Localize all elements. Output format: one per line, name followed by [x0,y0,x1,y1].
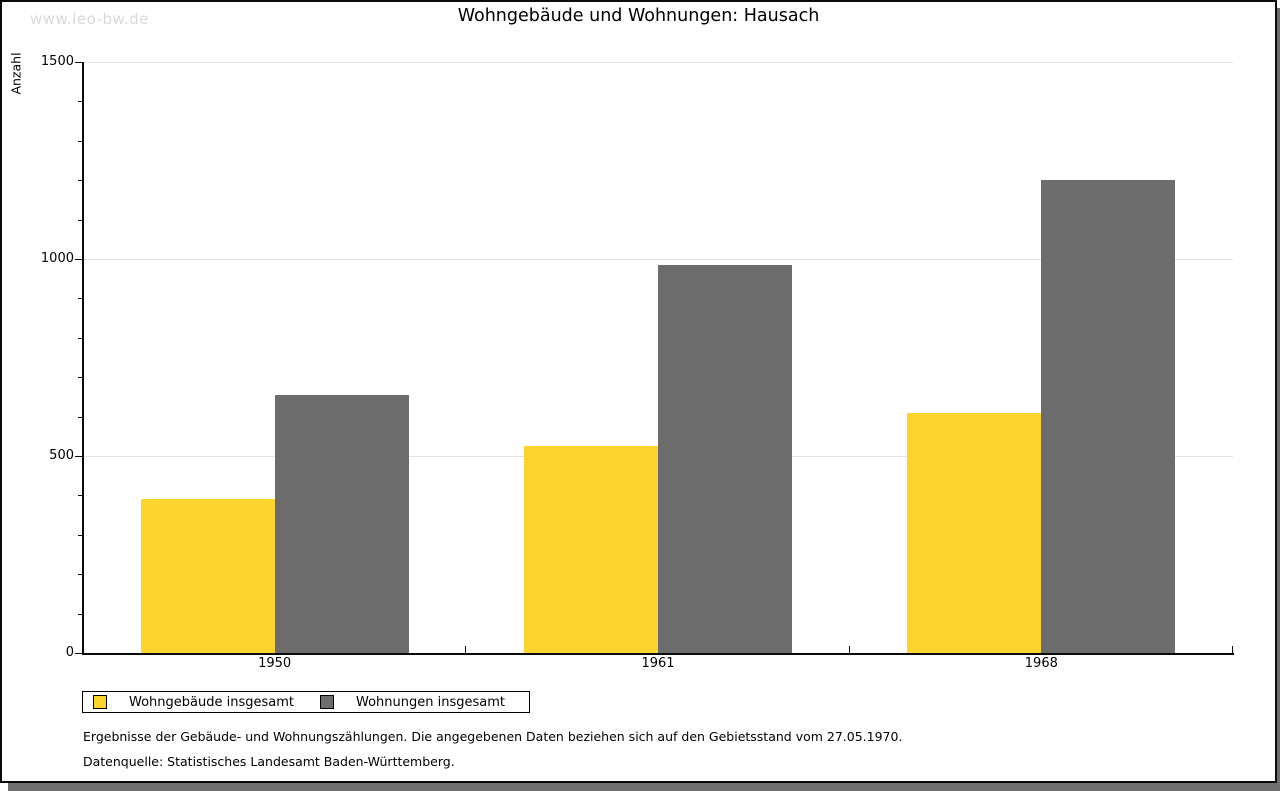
legend-label: Wohnungen insgesamt [356,694,505,710]
legend-swatch-yellow [93,695,107,709]
y-minor-tick [78,613,83,615]
legend: Wohngebäude insgesamt Wohnungen insgesam… [82,691,530,713]
footnote-source: Datenquelle: Statistisches Landesamt Bad… [83,754,455,769]
y-minor-tick [78,377,83,379]
gridline [83,259,1233,260]
bar-1968-series0 [907,412,1042,653]
y-major-tick [75,62,83,63]
y-major-tick [75,653,83,654]
legend-label: Wohngebäude insgesamt [129,694,294,710]
bar-1961-series1 [658,264,792,653]
legend-item-wohngebaeude: Wohngebäude insgesamt [93,695,294,710]
y-minor-tick [78,574,83,576]
bar-1968-series1 [1041,180,1176,653]
bar-1950-series1 [274,394,409,653]
y-minor-tick [78,219,83,221]
x-tick [465,646,467,653]
panel-shadow-bottom [8,783,1280,791]
y-minor-tick [78,298,83,300]
y-minor-tick [78,337,83,339]
chart-title: Wohngebäude und Wohnungen: Hausach [457,6,820,26]
legend-item-wohnungen: Wohnungen insgesamt [320,695,505,710]
y-minor-tick [78,180,83,182]
panel-shadow-right [1277,8,1280,791]
legend-swatch-gray [320,695,334,709]
x-axis [82,653,1234,655]
y-major-tick [75,259,83,260]
y-tick-label: 1500 [40,54,74,69]
y-tick-label: 1000 [40,251,74,266]
x-tick [848,646,850,653]
x-tick-label: 1950 [258,656,292,671]
y-minor-tick [78,495,83,497]
y-major-tick [75,456,83,457]
y-minor-tick [78,101,83,103]
x-tick [1232,646,1233,653]
y-tick-label: 500 [49,448,74,463]
watermark: www.leo-bw.de [30,10,149,28]
footnote-note: Ergebnisse der Gebäude- und Wohnungszähl… [83,729,903,744]
y-minor-tick [78,416,83,418]
y-minor-tick [78,534,83,536]
x-tick-label: 1961 [641,656,675,671]
y-axis [82,62,84,655]
bar-1961-series0 [524,446,658,653]
y-minor-tick [78,140,83,142]
y-tick-label: 0 [65,645,74,660]
gridline [83,62,1233,63]
bar-1950-series0 [140,499,275,653]
x-tick-label: 1968 [1024,656,1058,671]
